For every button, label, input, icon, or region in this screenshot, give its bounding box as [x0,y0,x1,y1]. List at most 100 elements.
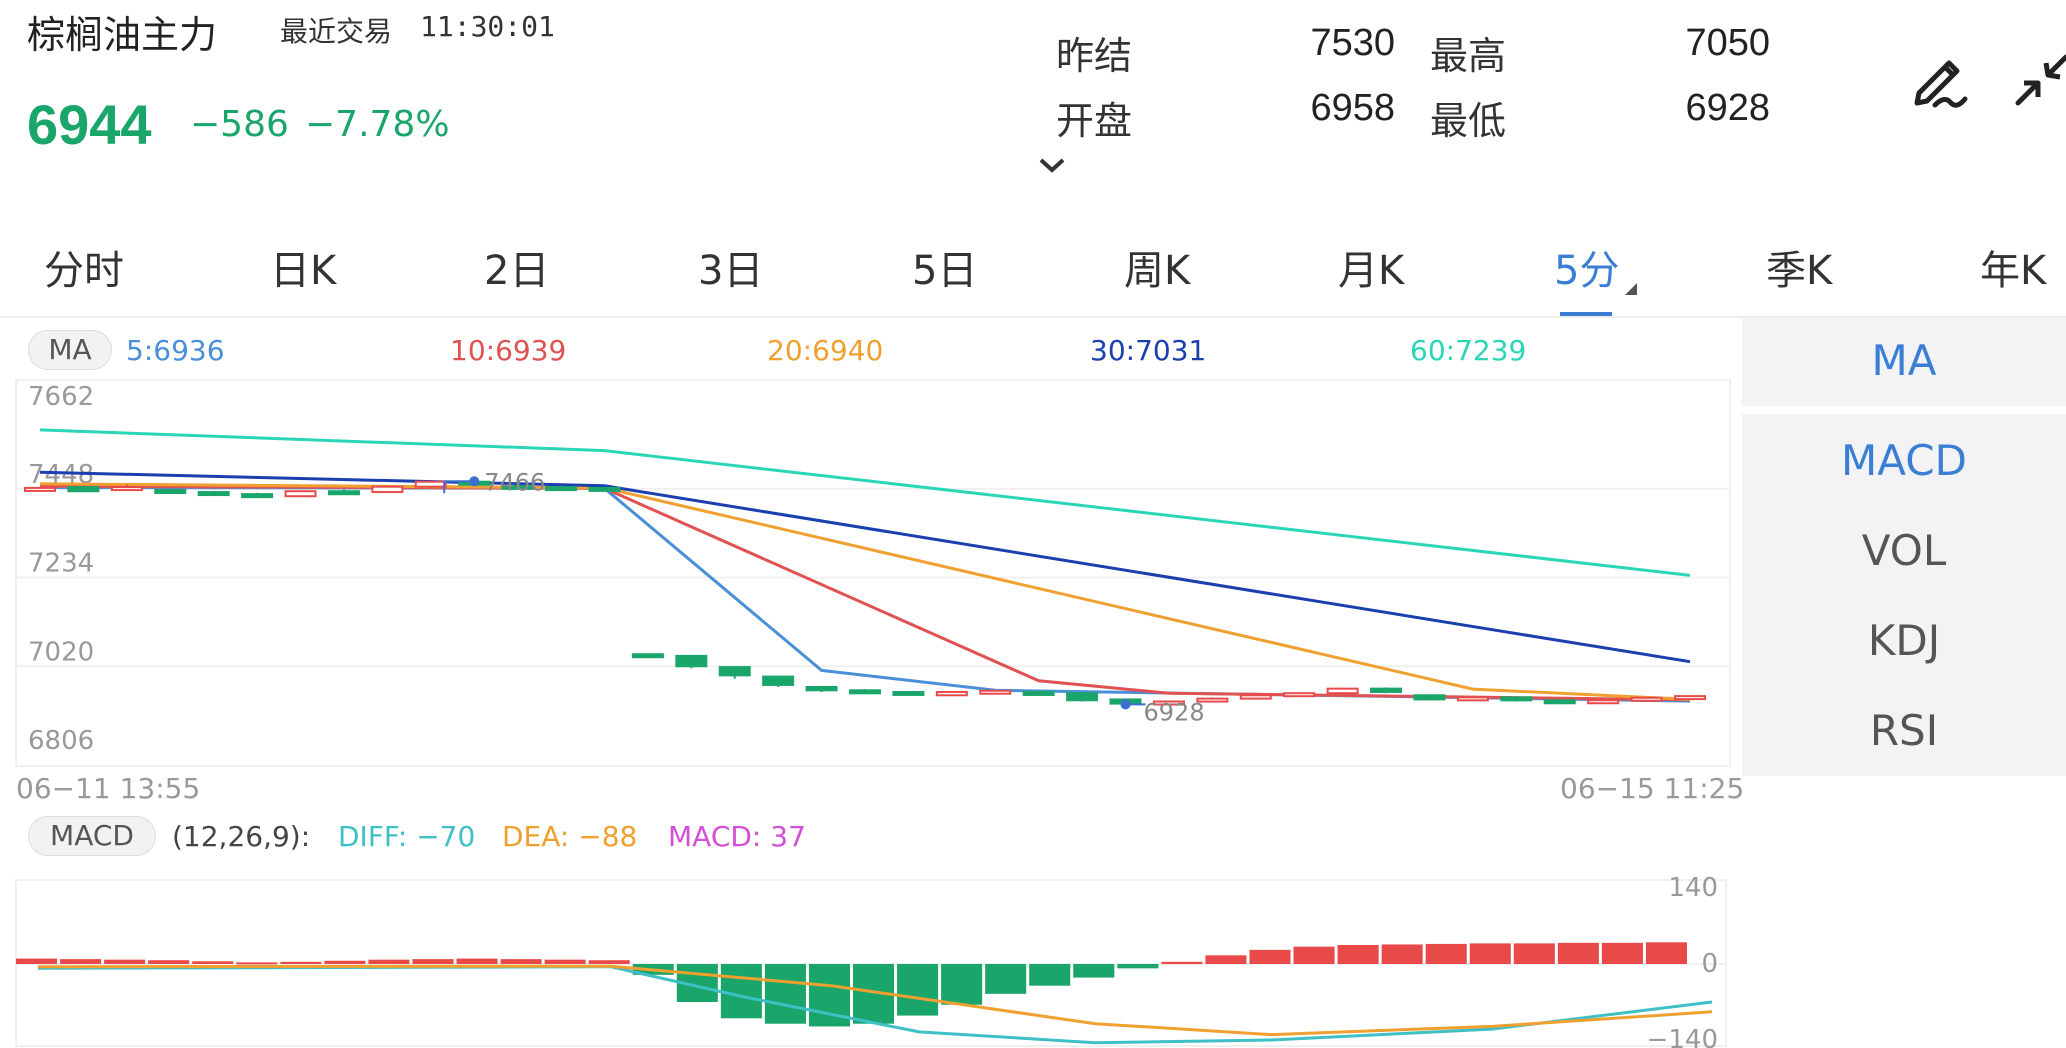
active-tab-indicator [1560,312,1612,318]
pencil-draw-icon[interactable] [1905,45,1975,115]
candle [154,488,187,494]
low-marker-label: 6928 [1144,698,1205,726]
macd-bar [60,959,102,964]
plot-frame [15,379,1731,767]
macd-bar [1161,961,1203,964]
macd-bar [412,959,454,964]
candle-body [892,690,925,696]
candle [1066,692,1099,702]
candle [327,489,360,496]
tab-weekly-k[interactable]: 周K [1124,248,1191,294]
candle-body [1456,696,1489,702]
macd-bar [1293,946,1335,964]
candle [1152,700,1185,706]
ma-pill[interactable]: MA [28,330,112,370]
chevron-down-icon[interactable] [1038,155,1066,175]
candle-body [1543,699,1576,705]
side-item-rsi[interactable]: RSI [1869,706,1939,755]
tab-daily-k[interactable]: 日K [270,248,337,294]
candle-body [762,675,795,686]
ma-line-30 [39,470,1691,664]
quote-header: 棕榈油主力 最近交易 11:30:01 6944 −586 −7.78% 昨结 … [0,0,2066,200]
tab-2-day[interactable]: 2日 [484,248,550,294]
candle [1630,696,1663,702]
tab-timeshare[interactable]: 分时 [44,248,124,294]
macd-value-legend: MACD: 37 [668,820,806,853]
candle-body [327,490,360,496]
dea-line [37,964,1713,1037]
macd-bar [1381,944,1423,964]
recent-trade-label: 最近交易 [280,15,393,48]
macd-pill[interactable]: MACD [28,816,156,856]
candle-body [1283,692,1316,698]
candle [762,675,795,687]
y-tick-label: 6806 [28,726,94,756]
candle-body [675,654,708,668]
candle-body [849,689,881,695]
macd-bar [588,960,630,964]
macd-bar [1513,943,1555,964]
candle-body [1587,699,1620,705]
last-price: 6944 [27,93,152,156]
ma-line-60 [39,428,1691,577]
macd-y-tick-label: 140 [1668,873,1718,903]
candle [1326,687,1359,695]
side-item-vol[interactable]: VOL [1861,526,1947,575]
candle-body [631,653,664,659]
candle [501,484,534,490]
candle [1022,690,1055,696]
side-item-macd[interactable]: MACD [1841,436,1967,485]
candle [1674,695,1706,701]
candle [892,690,925,696]
sub-indicator-list: MACD VOL KDJ RSI [1742,414,2066,776]
candle-body [110,486,143,492]
tab-5-day[interactable]: 5日 [912,248,978,294]
candle-body [1674,695,1706,701]
candle [1500,696,1533,702]
y-tick-label: 7020 [28,637,94,667]
macd-bar [192,961,234,964]
tab-3-day[interactable]: 3日 [698,248,764,294]
ma-line-10 [39,484,1691,702]
time-axis-start: 06−11 13:55 [16,772,201,805]
period-tabs: 分时 日K 2日 3日 5日 周K 月K 5分 季K 年K [0,220,2066,320]
macd-y-tick-label: 0 [1701,949,1718,979]
candle-body [545,486,578,492]
candle-body [935,690,968,697]
macd-bar [16,958,58,964]
candle-body [1152,700,1185,706]
candle [935,690,968,697]
candle-body [1196,697,1229,703]
tab-5-min[interactable]: 5分 [1554,248,1620,294]
open-label: 开盘 [1056,99,1133,143]
ma30-legend: 30:7031 [1090,334,1207,367]
ma-line-5 [39,486,1691,703]
ma60-legend: 60:7239 [1410,334,1527,367]
contract-title: 棕榈油主力 [27,13,218,57]
macd-diff-legend: DIFF: −70 [338,820,476,853]
macd-bar [148,960,190,964]
candle-body [1630,696,1663,702]
macd-chart[interactable]: 140 0 −140 [0,860,1742,1048]
candle [979,689,1012,695]
candle [197,490,230,497]
tab-dropdown-triangle-icon[interactable] [1625,283,1637,295]
tab-yearly-k[interactable]: 年K [1980,248,2047,294]
high-value: 7050 [1685,22,1770,64]
candle [631,653,664,659]
tab-quarterly-k[interactable]: 季K [1766,248,1833,294]
macd-bar [1117,964,1159,969]
high-marker-label: 7466 [484,468,545,496]
collapse-arrows-icon[interactable] [2010,45,2066,115]
candle [24,486,56,492]
tab-monthly-k[interactable]: 月K [1338,248,1405,294]
macd-y-tick-label: −140 [1647,1025,1718,1048]
macd-bar [1469,943,1511,964]
side-item-ma[interactable]: MA [1871,336,1937,385]
macd-bar [1029,964,1071,986]
macd-dea-legend: DEA: −88 [502,820,638,853]
side-item-kdj[interactable]: KDJ [1867,616,1941,665]
macd-bar [456,958,498,964]
candle-body [979,689,1012,695]
